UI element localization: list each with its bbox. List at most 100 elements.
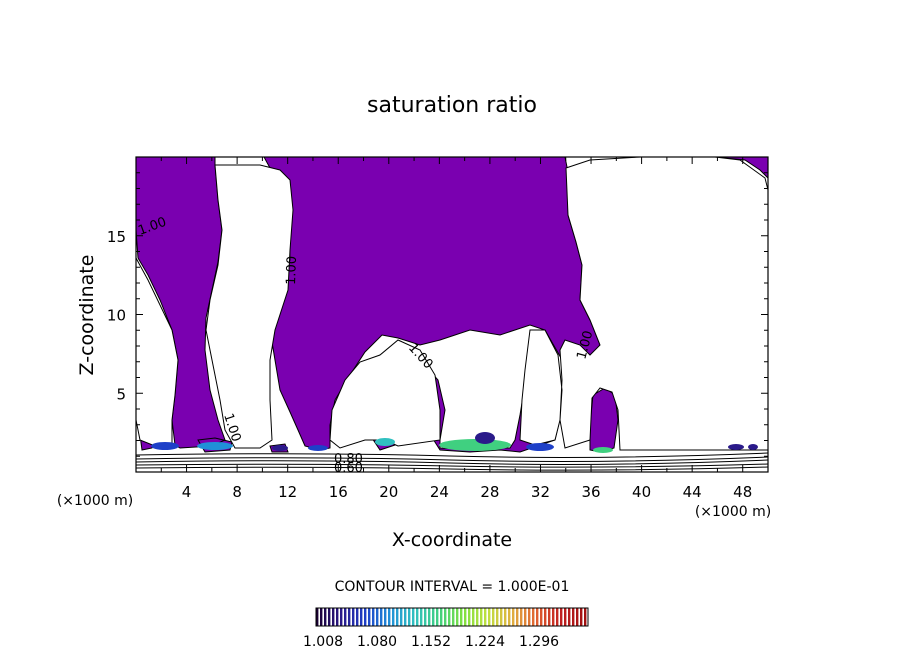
- colorbar-stripe: [360, 608, 363, 626]
- colorbar-stripe: [512, 608, 515, 626]
- colorbar-stripe: [372, 608, 375, 626]
- colorbar-stripe: [532, 608, 535, 626]
- colorbar-stripe: [420, 608, 423, 626]
- colorbar-stripe: [468, 608, 471, 626]
- colorbar-stripe: [488, 608, 491, 626]
- blob-2: [197, 442, 233, 450]
- colorbar-stripe: [448, 608, 451, 626]
- colorbar-stripe: [320, 608, 323, 626]
- x-axis: 4 8 12 16 20 24 28 32 36 40 44 48: [160, 157, 752, 501]
- blob-8: [526, 443, 554, 451]
- x-tick-label: 8: [232, 483, 242, 501]
- colorbar-stripe: [344, 608, 347, 626]
- colorbar-stripe: [416, 608, 419, 626]
- colorbar-stripe: [548, 608, 551, 626]
- blob-9: [593, 447, 613, 453]
- x-tick-label: 20: [379, 483, 398, 501]
- colorbar-stripe: [544, 608, 547, 626]
- blob-1: [151, 442, 179, 450]
- colorbar-frame: [315, 607, 589, 627]
- colorbar-stripe: [576, 608, 579, 626]
- blob-10: [728, 444, 744, 450]
- colorbar-stripe: [376, 608, 379, 626]
- colorbar-stripe: [404, 608, 407, 626]
- x-tick-label: 12: [278, 483, 297, 501]
- blob-11: [748, 444, 758, 450]
- colorbar-stripe: [516, 608, 519, 626]
- colorbar-stripe: [384, 608, 387, 626]
- colorbar-stripe: [396, 608, 399, 626]
- colorbar-stripe: [476, 608, 479, 626]
- colorbar-stripe: [572, 608, 575, 626]
- contour-label-6: 0.80: [334, 452, 363, 467]
- colorbar-stripe: [484, 608, 487, 626]
- surface-contours: [135, 452, 769, 471]
- x-tick-label: 28: [480, 483, 499, 501]
- colorbar-stripe: [580, 608, 583, 626]
- blob-5: [375, 438, 395, 446]
- colorbar-stripe: [428, 608, 431, 626]
- colorbar-stripe: [556, 608, 559, 626]
- colorbar-stripe: [328, 608, 331, 626]
- x-tick-label: 40: [632, 483, 651, 501]
- colorbar-stripe: [388, 608, 391, 626]
- colorbar-stripe: [536, 608, 539, 626]
- x-tick-label: 48: [733, 483, 752, 501]
- colorbar-stripe: [492, 608, 495, 626]
- colorbar-ticks: 1.008 1.080 1.152 1.224 1.296: [303, 634, 559, 650]
- colorbar-stripe: [560, 608, 563, 626]
- colorbar-stripe: [552, 608, 555, 626]
- x-unit-right: (×1000 m): [695, 504, 771, 520]
- colorbar-tick-label: 1.224: [465, 634, 505, 650]
- x-tick-label: 44: [683, 483, 702, 501]
- colorbar-tick-label: 1.080: [357, 634, 397, 650]
- colorbar-stripe: [464, 608, 467, 626]
- colorbar-stripe: [332, 608, 335, 626]
- colorbar-stripe: [456, 608, 459, 626]
- colorbar-stripe: [352, 608, 355, 626]
- colorbar-stripe: [424, 608, 427, 626]
- colorbar-stripe: [444, 608, 447, 626]
- colorbar-stripe: [440, 608, 443, 626]
- x-tick-label: 32: [531, 483, 550, 501]
- colorbar-stripe: [460, 608, 463, 626]
- x-tick-label: 4: [182, 483, 192, 501]
- colorbar-stripe: [368, 608, 371, 626]
- colorbar-stripe: [432, 608, 435, 626]
- colorbar-stripe: [364, 608, 367, 626]
- colorbar-tick-label: 1.296: [519, 634, 559, 650]
- colorbar-tick-label: 1.152: [411, 634, 451, 650]
- colorbar-stripe: [472, 608, 475, 626]
- y-tick-label: 15: [107, 228, 126, 246]
- colorbar-stripe: [348, 608, 351, 626]
- colorbar-stripe: [324, 608, 327, 626]
- x-axis-label: X-coordinate: [392, 529, 512, 551]
- blob-4: [308, 445, 328, 451]
- blob-6: [439, 439, 511, 451]
- colorbar-stripe: [568, 608, 571, 626]
- colorbar-stripe: [524, 608, 527, 626]
- blob-7: [475, 432, 495, 444]
- colorbar-stripe: [508, 608, 511, 626]
- colorbar-stripe: [500, 608, 503, 626]
- colorbar-stripe: [564, 608, 567, 626]
- colorbar-stripe: [496, 608, 499, 626]
- colorbar-stripe: [480, 608, 483, 626]
- y-tick-label: 10: [107, 307, 126, 325]
- y-axis: 5 10 15: [107, 172, 768, 457]
- colorbar-stripe: [540, 608, 543, 626]
- colorbar-stripe: [584, 608, 587, 626]
- y-axis-label: Z-coordinate: [76, 255, 98, 376]
- colorbar-stripe: [356, 608, 359, 626]
- colorbar: [315, 607, 589, 627]
- blob-3: [272, 445, 288, 451]
- plot-area: 1.00 1.00 1.00 1.00 1.00 0.80 0.60: [135, 156, 769, 476]
- colorbar-stripe: [520, 608, 523, 626]
- chart-title: saturation ratio: [367, 93, 537, 118]
- colorbar-stripe: [408, 608, 411, 626]
- colorbar-stripe: [452, 608, 455, 626]
- colorbar-stripe: [412, 608, 415, 626]
- colorbar-stripe: [336, 608, 339, 626]
- contour-label-3: 1.00: [574, 329, 596, 361]
